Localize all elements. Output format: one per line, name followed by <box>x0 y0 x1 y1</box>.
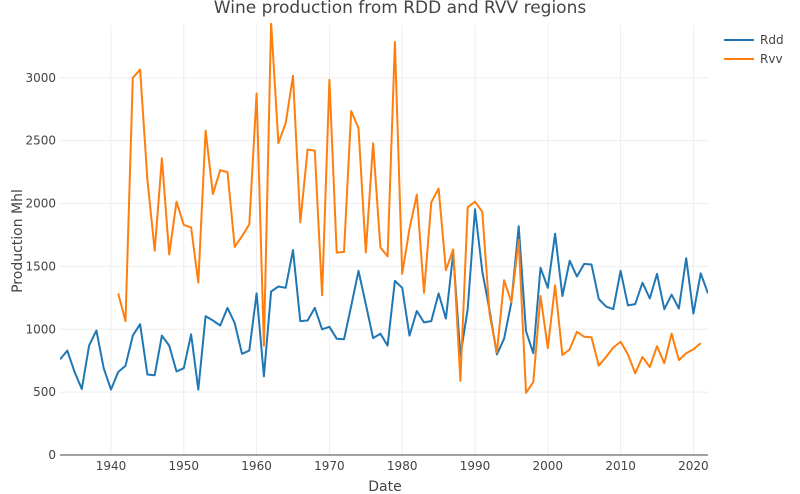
legend[interactable]: Rdd Rvv <box>724 33 784 66</box>
x-tick-label: 2020 <box>678 459 709 473</box>
x-tick-label: 1980 <box>387 459 418 473</box>
grid-lines <box>60 25 708 455</box>
x-tick-label: 1950 <box>169 459 200 473</box>
y-axis-title: Production Mhl <box>10 189 26 293</box>
legend-item-rdd[interactable]: Rdd <box>724 33 784 47</box>
y-tick-label: 2500 <box>25 134 56 148</box>
series-lines <box>60 23 708 394</box>
series-line-rvv <box>117 23 702 394</box>
legend-label: Rdd <box>760 33 784 47</box>
axes: 0 500 1000 1500 2000 2500 3000 1940 1950 1960 1970… <box>25 71 708 473</box>
x-tick-label: 1940 <box>96 459 127 473</box>
legend-label: Rvv <box>760 52 783 66</box>
chart-title: Wine production from RDD and RVV regions <box>214 0 587 18</box>
x-tick-label: 1990 <box>460 459 491 473</box>
y-tick-label: 3000 <box>25 71 56 85</box>
x-tick-label: 2000 <box>533 459 564 473</box>
legend-item-rvv[interactable]: Rvv <box>724 52 783 66</box>
y-tick-label: 2000 <box>25 197 56 211</box>
series-line-rdd <box>60 208 708 391</box>
y-tick-label: 1500 <box>25 259 56 273</box>
y-tick-label: 1000 <box>25 322 56 336</box>
y-tick-label: 500 <box>33 385 56 399</box>
x-tick-label: 1960 <box>241 459 272 473</box>
x-tick-label: 1970 <box>314 459 345 473</box>
x-axis-title: Date <box>368 479 401 494</box>
y-tick-label: 0 <box>48 448 56 462</box>
x-tick-label: 2010 <box>605 459 636 473</box>
